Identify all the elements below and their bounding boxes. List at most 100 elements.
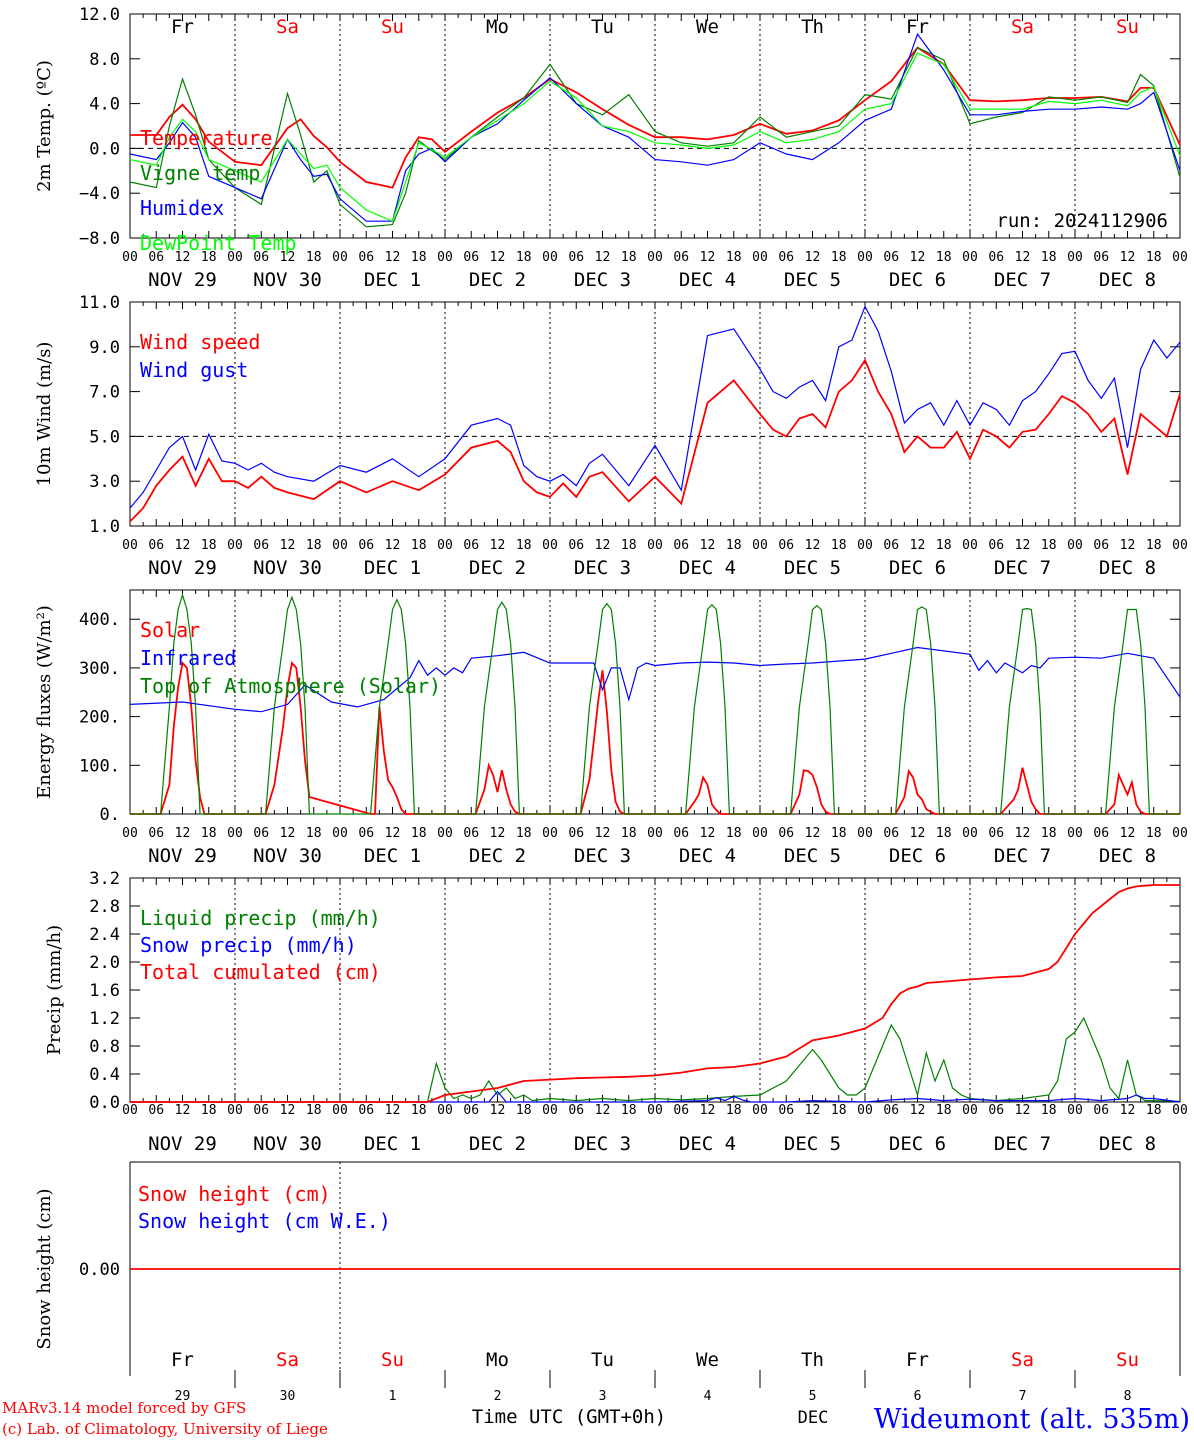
hour-tick-label: 18 [726,250,742,265]
date-label: DEC 3 [574,1133,631,1155]
hour-tick-label: 18 [516,538,532,553]
day-number: 8 [1124,1389,1132,1404]
hour-tick-label: 18 [516,826,532,841]
hour-tick-label: 06 [988,250,1004,265]
day-number: 2 [494,1389,502,1404]
hour-tick-label: 06 [148,250,164,265]
hour-tick-label: 18 [516,1103,532,1118]
hour-tick-label: 06 [1093,250,1109,265]
run-label: run: 2024112906 [996,210,1168,232]
hour-tick-label: 06 [148,826,164,841]
date-label: DEC 4 [679,845,736,867]
hour-tick-label: 12 [805,826,821,841]
y-tick-label: −4.0 [79,184,120,204]
hour-tick-label: 18 [1146,538,1162,553]
y-tick-label: 0. [100,805,120,825]
hour-tick-label: 06 [358,826,374,841]
y-tick-label: 0.0 [89,1093,120,1113]
date-label: DEC 2 [469,557,526,579]
hour-tick-label: 12 [700,538,716,553]
hour-tick-label: 00 [437,250,453,265]
y-tick-label: 1.2 [89,1009,120,1029]
day-number: 1 [389,1389,397,1404]
date-label: NOV 30 [253,557,322,579]
date-label: DEC 6 [889,1133,946,1155]
hour-tick-label: 06 [568,538,584,553]
day-number: 6 [914,1389,922,1404]
hour-tick-label: 12 [385,250,401,265]
hour-tick-label: 06 [463,250,479,265]
date-label: DEC 1 [364,1133,421,1155]
hour-tick-label: 06 [463,1103,479,1118]
hour-tick-label: 06 [883,250,899,265]
y-tick-label: −8.0 [79,229,120,249]
hour-tick-label: 00 [962,538,978,553]
hour-tick-label: 12 [385,826,401,841]
legend-entry: Wind speed [140,330,260,354]
legend-entry: Infrared [140,646,236,670]
y-tick-label: 100. [79,756,120,776]
series-line [129,32,1181,222]
hour-tick-label: 18 [411,1103,427,1118]
day-number: 29 [175,1389,191,1404]
weekday-label: Mo [486,1349,509,1371]
hour-tick-label: 12 [700,1103,716,1118]
hour-tick-label: 06 [778,1103,794,1118]
y-tick-label: 1.6 [89,981,120,1001]
weekday-label: Fr [906,16,929,38]
hour-tick-label: 18 [1041,250,1057,265]
weekday-label: Tu [591,16,614,38]
y-tick-label: 9.0 [89,338,120,358]
hour-tick-label: 06 [253,250,269,265]
hour-tick-label: 00 [752,1103,768,1118]
weekday-label: Fr [171,1349,194,1371]
weekday-label: Su [381,16,404,38]
date-label: DEC 5 [784,1133,841,1155]
hour-tick-label: 18 [306,1103,322,1118]
date-label: DEC 1 [364,845,421,867]
legend-entry: Snow height (cm W.E.) [138,1209,391,1233]
hour-tick-label: 12 [1015,538,1031,553]
hour-tick-label: 06 [1093,826,1109,841]
hour-tick-label: 12 [280,1103,296,1118]
hour-tick-label: 06 [673,250,689,265]
hour-tick-label: 06 [253,1103,269,1118]
hour-tick-label: 00 [752,538,768,553]
date-label: DEC 7 [994,557,1051,579]
hour-tick-label: 12 [175,1103,191,1118]
hour-tick-label: 00 [1172,1103,1188,1118]
day-number: 5 [809,1389,817,1404]
hour-tick-label: 00 [857,1103,873,1118]
hour-tick-label: 12 [1120,538,1136,553]
series-line [129,305,1181,509]
weekday-label: We [696,1349,719,1371]
date-label: DEC 1 [364,557,421,579]
date-label: DEC 8 [1099,557,1156,579]
hour-tick-label: 18 [831,1103,847,1118]
hour-tick-label: 18 [1146,826,1162,841]
hour-tick-label: 18 [726,1103,742,1118]
hour-tick-label: 12 [1120,1103,1136,1118]
series-line [130,46,1181,189]
hour-tick-label: 18 [306,826,322,841]
hour-tick-label: 00 [437,826,453,841]
series-line [130,884,1180,1103]
hour-tick-label: 06 [883,538,899,553]
date-label: DEC 5 [784,557,841,579]
hour-tick-label: 12 [490,826,506,841]
weekday-label: Fr [171,16,194,38]
date-label: DEC 7 [994,269,1051,291]
date-label: DEC 3 [574,269,631,291]
hour-tick-label: 00 [962,1103,978,1118]
hour-tick-label: 12 [910,826,926,841]
date-label: DEC 4 [679,557,736,579]
series-line [130,1090,1181,1103]
weekday-label: Th [801,16,824,38]
hour-tick-label: 18 [936,1103,952,1118]
hour-tick-label: 12 [175,538,191,553]
date-label: DEC 2 [469,845,526,867]
date-label: DEC 8 [1099,1133,1156,1155]
date-label: DEC 4 [679,1133,736,1155]
legend-entry: Total cumulated (cm) [140,960,381,984]
hour-tick-label: 18 [1041,538,1057,553]
